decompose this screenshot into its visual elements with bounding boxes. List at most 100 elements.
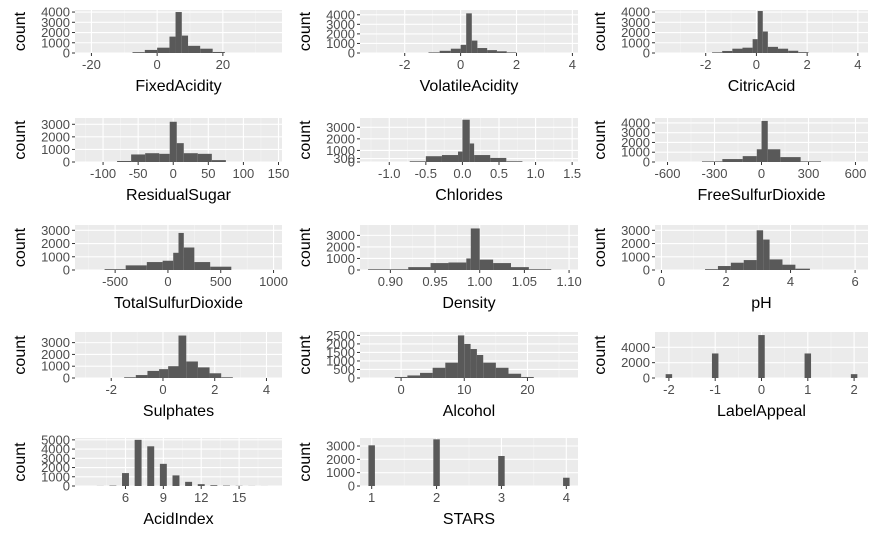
histogram-bar: [125, 265, 147, 270]
y-tick-label: 5000: [41, 432, 70, 447]
histogram-bar: [433, 439, 440, 486]
histogram-bar: [496, 51, 507, 53]
histogram-bar: [701, 161, 723, 162]
y-tick-label: 1000: [41, 249, 70, 264]
histogram-bar: [368, 269, 409, 270]
y-axis-title: count: [592, 120, 609, 160]
histogram-bar: [742, 47, 753, 53]
x-tick-label: 100: [233, 166, 255, 181]
y-tick-label: 3000: [326, 120, 355, 135]
histogram-bar: [506, 161, 523, 162]
histogram-bar: [181, 35, 189, 53]
x-tick-label: 20: [216, 57, 230, 72]
x-tick-label: 10: [457, 382, 471, 397]
y-tick-label: 1000: [41, 35, 70, 50]
y-tick-label: 2000: [621, 135, 650, 150]
histogram-bar: [493, 263, 511, 270]
y-tick-label: 3000: [621, 125, 650, 140]
histogram-bar: [159, 463, 167, 486]
histogram-bar: [742, 156, 757, 162]
histogram-bar: [483, 362, 496, 378]
y-tick-label: 0: [643, 46, 650, 61]
histogram-bar: [147, 370, 160, 378]
x-tick-label: 500: [210, 274, 232, 289]
histogram-bar: [117, 160, 132, 162]
x-tick-label: 9: [160, 490, 167, 505]
x-tick-label: 0: [397, 382, 404, 397]
histogram-bar: [563, 477, 570, 486]
histogram-bar: [183, 247, 195, 270]
panel-residualsugar: -100 -50 0 50 100 1500100020003000ResidualSug…: [12, 117, 289, 204]
y-tick-label: 2000: [41, 25, 70, 40]
histogram-bar: [717, 266, 731, 270]
y-axis-title: count: [12, 11, 29, 51]
histogram-bar: [777, 48, 789, 53]
x-tick-label: 12: [194, 490, 208, 505]
histogram-bar: [711, 353, 719, 378]
histogram-bar: [457, 335, 465, 378]
histogram-bar: [425, 156, 442, 162]
y-tick-label: 1000: [41, 469, 70, 484]
panel-volatileacidity: -2 0 2 401000200030004000VolatileAciditycou…: [297, 7, 578, 95]
y-tick-label: 2000: [41, 129, 70, 144]
y-tick-label: 2000: [326, 452, 355, 467]
x-tick-label: 4: [263, 382, 270, 397]
histogram-bar: [490, 157, 507, 162]
y-tick-label: 3000: [41, 335, 70, 350]
histogram-bar: [476, 355, 484, 378]
y-axis-title: count: [592, 11, 609, 51]
y-tick-label: 2000: [326, 336, 355, 351]
y-tick-label: 1000: [326, 36, 355, 51]
x-tick-label: -2: [700, 57, 712, 72]
y-tick-label: 4000: [41, 5, 70, 20]
y-tick-label: 3000: [41, 117, 70, 132]
histogram-bar: [430, 263, 449, 270]
histogram-bar: [804, 353, 812, 378]
x-axis-title: Alcohol: [443, 403, 495, 420]
histogram-bar: [221, 377, 233, 378]
histogram-bar: [665, 374, 673, 378]
histogram-bar: [850, 374, 858, 378]
histogram-bar: [506, 52, 517, 53]
x-tick-label: 4: [854, 57, 861, 72]
histogram-bar: [761, 120, 768, 162]
y-tick-label: 3000: [41, 451, 70, 466]
histogram-bar: [407, 375, 421, 378]
histogram-bar: [450, 48, 461, 53]
histogram-bar: [466, 258, 471, 270]
histogram-bar: [510, 267, 529, 270]
histogram-bar: [763, 239, 770, 270]
histogram-bar: [159, 153, 170, 162]
x-tick-label: 0: [170, 166, 177, 181]
histogram-bar: [767, 149, 781, 162]
histogram-bar: [798, 52, 809, 53]
x-tick-label: -0.5: [415, 166, 437, 181]
histogram-bar: [495, 367, 509, 378]
histogram-bar: [209, 373, 222, 378]
y-axis-title: count: [12, 120, 29, 160]
histogram-bar: [756, 149, 762, 162]
x-axis-title: AcidIndex: [143, 511, 213, 528]
histogram-bar: [122, 473, 129, 486]
y-tick-label: 0: [63, 155, 70, 170]
x-axis-title: FixedAcidity: [135, 78, 221, 95]
y-axis-title: count: [297, 11, 314, 51]
histogram-bar: [470, 228, 480, 270]
y-tick-label: 1000: [326, 251, 355, 266]
histogram-bar: [211, 160, 226, 162]
x-axis-title: Chlorides: [435, 187, 503, 204]
y-tick-label: 2000: [326, 26, 355, 41]
histogram-bar: [175, 12, 182, 53]
x-axis-title: Sulphates: [143, 403, 214, 420]
x-tick-label: 0: [457, 57, 464, 72]
histogram-bar: [448, 262, 467, 270]
histogram-bar: [368, 445, 375, 486]
histogram-bar: [743, 260, 757, 270]
x-tick-label: 6: [122, 490, 129, 505]
x-tick-label: 600: [845, 166, 867, 181]
histogram-bar: [409, 161, 426, 162]
x-tick-label: 1.00: [467, 274, 492, 289]
histogram-bar: [756, 230, 764, 270]
y-tick-label: 0: [63, 263, 70, 278]
